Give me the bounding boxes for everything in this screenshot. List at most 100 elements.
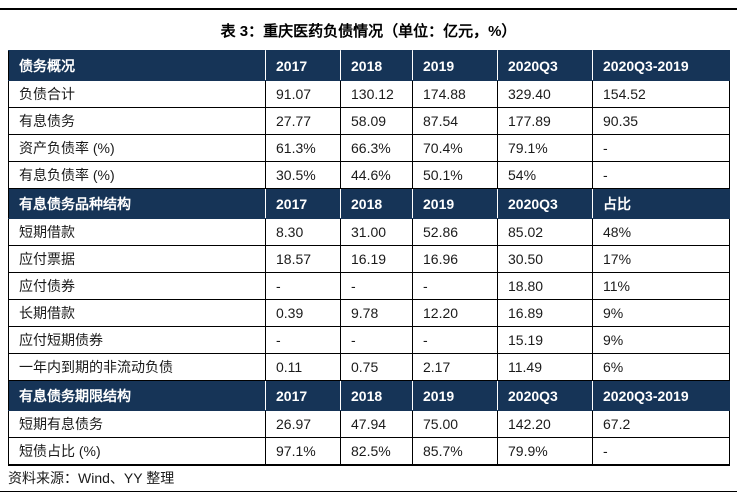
value-cell: 8.30: [265, 218, 341, 246]
value-cell: 11%: [592, 272, 730, 300]
row-label-cell: 一年内到期的非流动负债: [8, 353, 266, 381]
value-cell: 54%: [497, 161, 593, 189]
column-header-cell: 2020Q3-2019: [592, 50, 730, 81]
value-cell: 18.80: [497, 272, 593, 300]
table-row: 有息负债率 (%) 30.5% 44.6% 50.1% 54% -: [8, 161, 730, 189]
top-divider: [0, 8, 737, 10]
value-cell: 0.11: [265, 353, 341, 381]
value-cell: 87.54: [412, 107, 498, 135]
column-header-cell: 2020Q3: [497, 188, 593, 219]
value-cell: 90.35: [592, 107, 730, 135]
section-title-cell: 有息债务期限结构: [8, 380, 266, 411]
row-label-cell: 应付票据: [8, 245, 266, 273]
column-header-cell: 2017: [265, 380, 341, 411]
value-cell: 52.86: [412, 218, 498, 246]
row-label-cell: 应付债券: [8, 272, 266, 300]
table-row: 短期借款 8.30 31.00 52.86 85.02 48%: [8, 218, 730, 246]
table-row: 应付票据 18.57 16.19 16.96 30.50 17%: [8, 245, 730, 273]
table-row: 负债合计 91.07 130.12 174.88 329.40 154.52: [8, 80, 730, 108]
table-row: 一年内到期的非流动负债 0.11 0.75 2.17 11.49 6%: [8, 353, 730, 381]
table-row: 应付债券 - - -18.80 11%: [8, 272, 730, 300]
value-cell: 48%: [592, 218, 730, 246]
value-cell: 85.7%: [412, 437, 498, 465]
value-cell: 91.07: [265, 80, 341, 108]
value-cell: 130.12: [340, 80, 413, 108]
value-cell: 0.39: [265, 299, 341, 327]
value-cell: 329.40: [497, 80, 593, 108]
value-cell: 30.5%: [265, 161, 341, 189]
section-title-cell: 债务概况: [8, 50, 266, 81]
column-header-cell: 2018: [340, 188, 413, 219]
value-cell: 0.75: [340, 353, 413, 381]
column-header-cell: 占比: [592, 188, 730, 219]
value-cell: 26.97: [265, 410, 341, 438]
value-cell: 15.19: [497, 326, 593, 354]
value-cell: 75.00: [412, 410, 498, 438]
value-cell: -: [412, 326, 498, 354]
value-cell: 70.4%: [412, 134, 498, 162]
table-row: 有息债务 27.77 58.09 87.54 177.89 90.35: [8, 107, 730, 135]
value-cell: -: [592, 161, 730, 189]
value-cell: 2.17: [412, 353, 498, 381]
column-header-cell: 2017: [265, 50, 341, 81]
value-cell: -: [340, 272, 413, 300]
data-source-note: 资料来源：Wind、YY 整理: [8, 470, 175, 486]
value-cell: 174.88: [412, 80, 498, 108]
value-cell: 142.20: [497, 410, 593, 438]
value-cell: 66.3%: [340, 134, 413, 162]
section-header-row: 有息债务品种结构 2017 2018 2019 2020Q3 占比: [8, 188, 730, 219]
value-cell: 9%: [592, 326, 730, 354]
row-label-cell: 有息债务: [8, 107, 266, 135]
value-cell: 44.6%: [340, 161, 413, 189]
column-header-cell: 2019: [412, 380, 498, 411]
value-cell: 16.19: [340, 245, 413, 273]
column-header-cell: 2019: [412, 50, 498, 81]
value-cell: 47.94: [340, 410, 413, 438]
value-cell: 31.00: [340, 218, 413, 246]
value-cell: 16.89: [497, 299, 593, 327]
row-label-cell: 资产负债率 (%): [8, 134, 266, 162]
table-row: 短债占比 (%) 97.1% 82.5% 85.7% 79.9% -: [8, 437, 730, 465]
value-cell: 17%: [592, 245, 730, 273]
column-header-cell: 2019: [412, 188, 498, 219]
value-cell: -: [265, 326, 341, 354]
value-cell: 27.77: [265, 107, 341, 135]
row-label-cell: 长期借款: [8, 299, 266, 327]
row-label-cell: 有息负债率 (%): [8, 161, 266, 189]
row-label-cell: 负债合计: [8, 80, 266, 108]
value-cell: 58.09: [340, 107, 413, 135]
value-cell: -: [412, 272, 498, 300]
column-header-cell: 2017: [265, 188, 341, 219]
value-cell: 85.02: [497, 218, 593, 246]
table-row: 短期有息债务 26.97 47.94 75.00 142.20 67.2: [8, 410, 730, 438]
value-cell: 18.57: [265, 245, 341, 273]
value-cell: 97.1%: [265, 437, 341, 465]
value-cell: 50.1%: [412, 161, 498, 189]
row-label-cell: 应付短期债券: [8, 326, 266, 354]
row-label-cell: 短期有息债务: [8, 410, 266, 438]
column-header-cell: 2018: [340, 380, 413, 411]
value-cell: 6%: [592, 353, 730, 381]
value-cell: 30.50: [497, 245, 593, 273]
table-row: 资产负债率 (%) 61.3% 66.3% 70.4% 79.1% -: [8, 134, 730, 162]
column-header-cell: 2020Q3: [497, 380, 593, 411]
bottom-divider: [0, 491, 737, 492]
value-cell: -: [592, 437, 730, 465]
value-cell: 67.2: [592, 410, 730, 438]
value-cell: 61.3%: [265, 134, 341, 162]
value-cell: 79.9%: [497, 437, 593, 465]
column-header-cell: 2020Q3-2019: [592, 380, 730, 411]
table-row: 应付短期债券 - - -15.19 9%: [8, 326, 730, 354]
value-cell: 82.5%: [340, 437, 413, 465]
value-cell: 79.1%: [497, 134, 593, 162]
section-header-row: 债务概况 2017 2018 2019 2020Q3 2020Q3-2019: [8, 50, 730, 81]
value-cell: 16.96: [412, 245, 498, 273]
debt-table: 债务概况 2017 2018 2019 2020Q3 2020Q3-2019 负债合计 91.…: [8, 50, 730, 466]
value-cell: 9%: [592, 299, 730, 327]
column-header-cell: 2020Q3: [497, 50, 593, 81]
table-title: 表 3：重庆医药负债情况（单位：亿元，%）: [220, 23, 517, 40]
value-cell: 154.52: [592, 80, 730, 108]
value-cell: -: [340, 326, 413, 354]
row-label-cell: 短债占比 (%): [8, 437, 266, 465]
section-header-row: 有息债务期限结构 2017 2018 2019 2020Q3 2020Q3-2019: [8, 380, 730, 411]
